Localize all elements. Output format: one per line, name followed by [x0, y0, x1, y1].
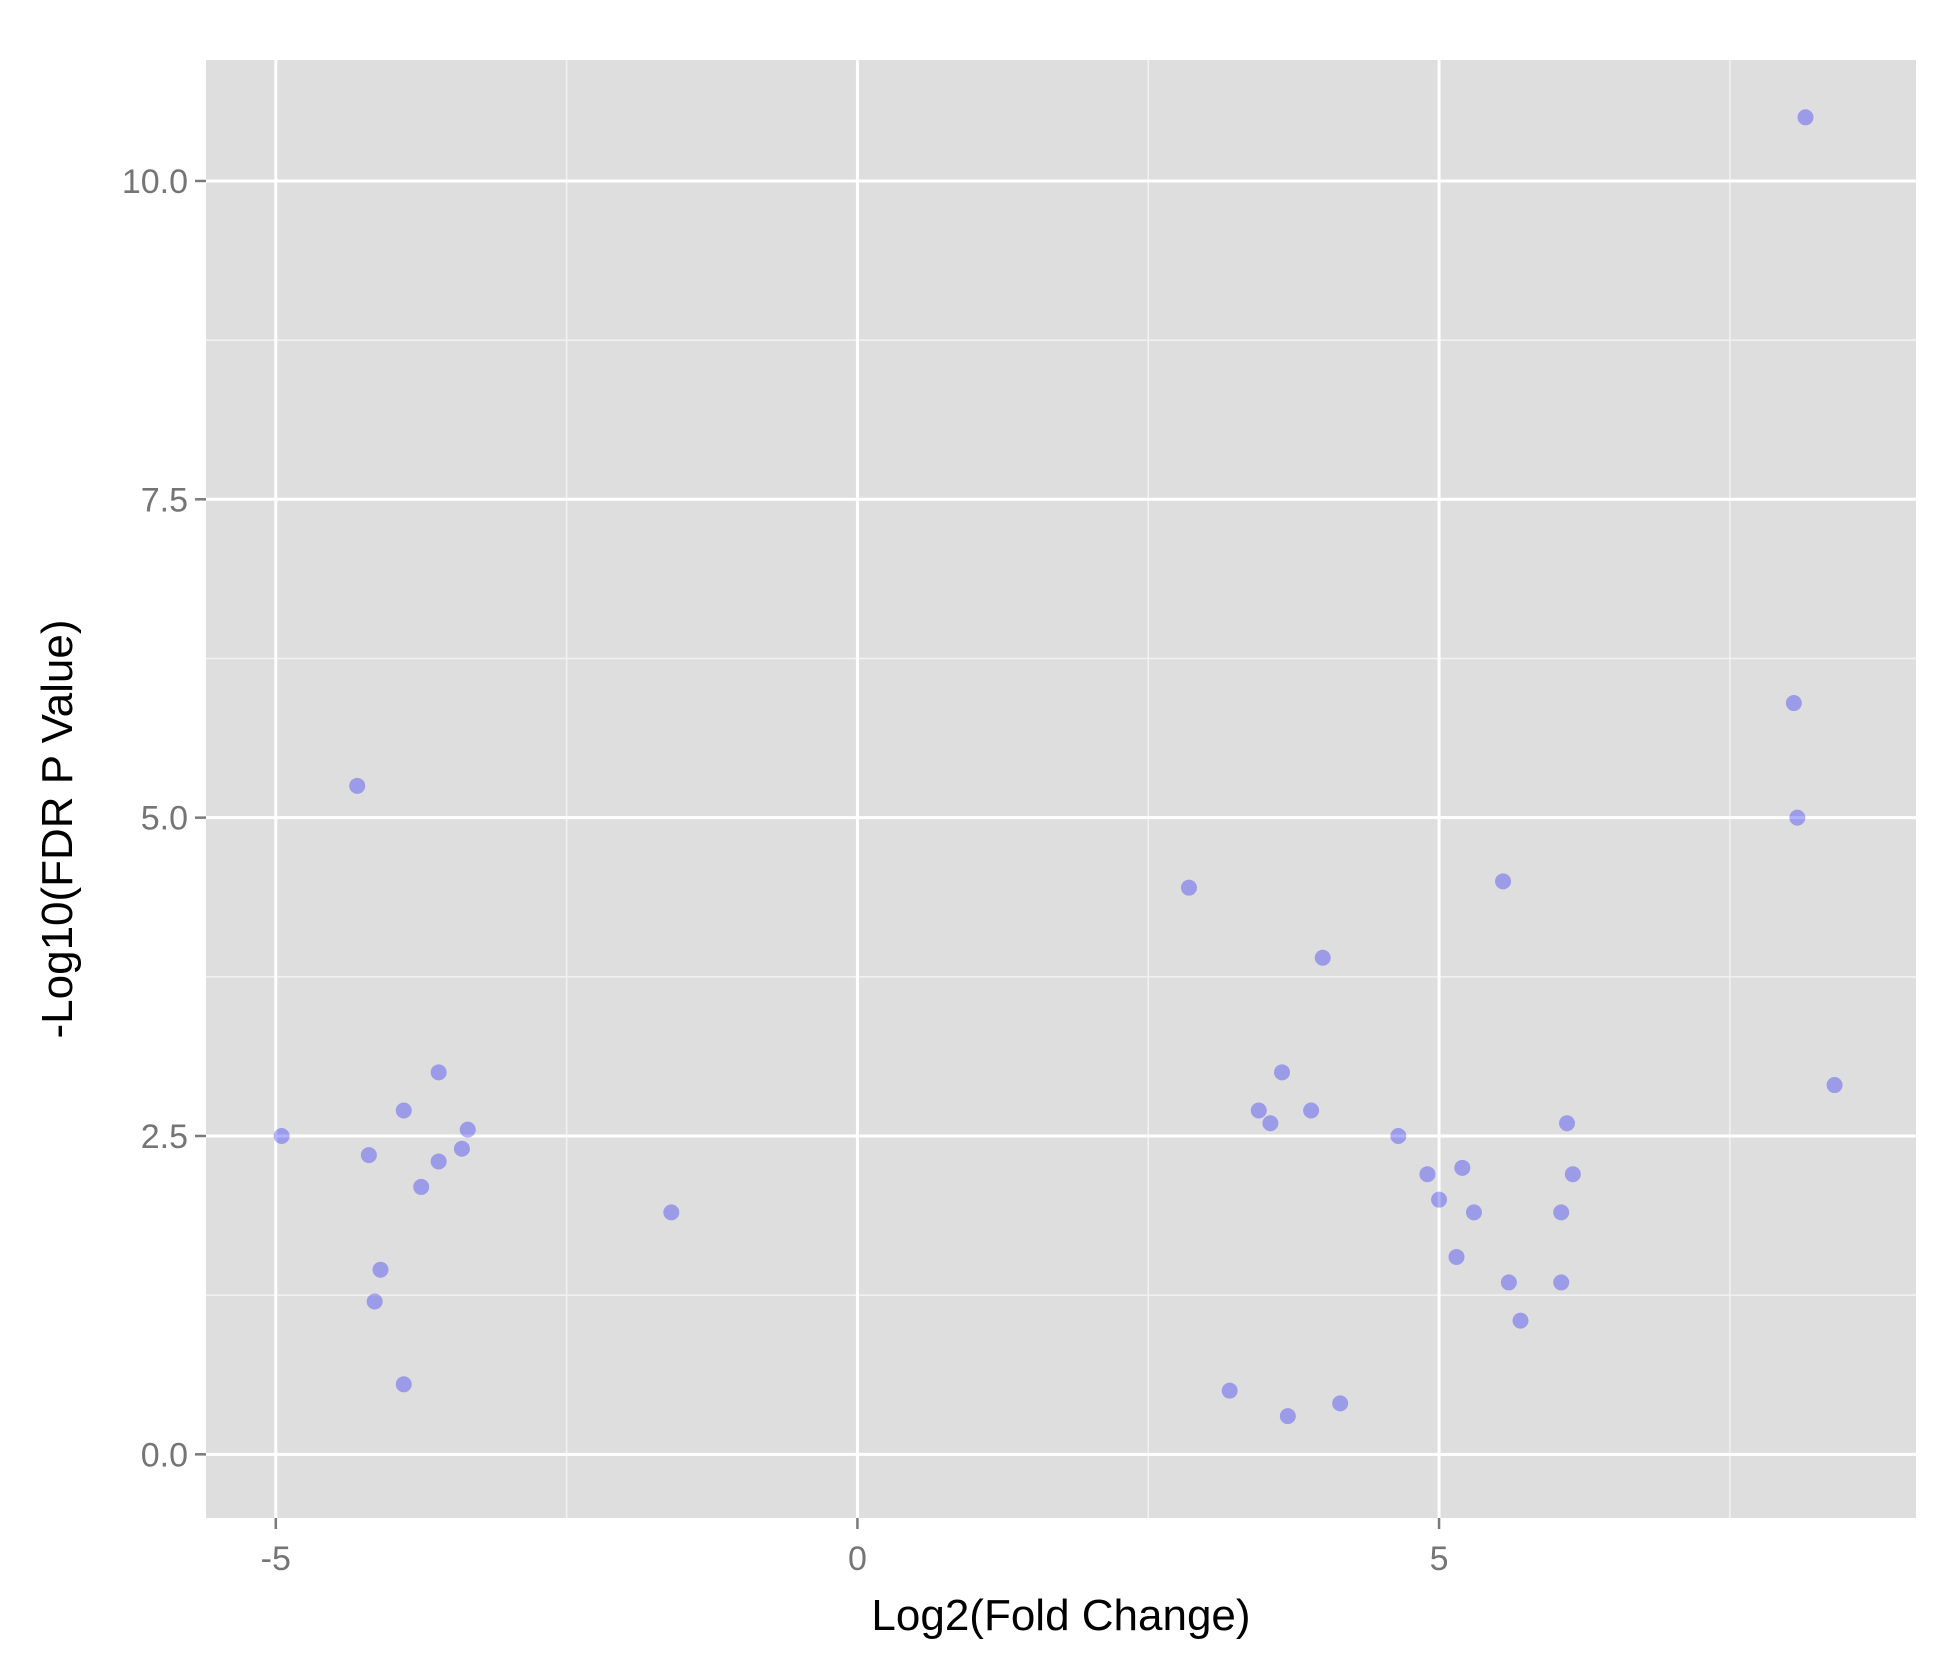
data-point	[1274, 1064, 1291, 1081]
data-point	[1390, 1127, 1407, 1144]
data-point	[1785, 695, 1802, 712]
data-point	[1500, 1274, 1517, 1291]
x-axis-ticks: -5 0 5	[261, 1518, 1449, 1578]
data-point	[1419, 1166, 1436, 1183]
major-gridlines	[206, 60, 1916, 1518]
data-point	[366, 1293, 383, 1310]
data-point	[1180, 879, 1197, 896]
data-point	[663, 1204, 680, 1221]
data-point	[453, 1140, 470, 1157]
data-point	[1553, 1204, 1570, 1221]
data-point	[459, 1121, 476, 1138]
data-point	[1789, 809, 1806, 826]
plot-panel	[206, 60, 1916, 1518]
data-points	[273, 109, 1843, 1425]
data-point	[1495, 873, 1512, 890]
y-tick-label: 2.5	[141, 1118, 188, 1156]
data-point	[1512, 1312, 1529, 1329]
x-tick-label: -5	[261, 1540, 291, 1578]
x-tick-label: 5	[1430, 1540, 1449, 1578]
data-point	[1797, 109, 1814, 126]
data-point	[372, 1261, 389, 1278]
data-point	[1262, 1115, 1279, 1132]
data-point	[395, 1102, 412, 1119]
data-point	[1559, 1115, 1576, 1132]
y-tick-label: 5.0	[141, 800, 188, 838]
data-point	[1826, 1077, 1843, 1094]
data-point	[1448, 1248, 1465, 1265]
data-point	[1303, 1102, 1320, 1119]
y-axis-ticks: 0.0 2.5 5.0 7.5 10.0	[122, 163, 206, 1474]
data-point	[413, 1178, 430, 1195]
y-tick-label: 10.0	[122, 163, 188, 201]
data-point	[1279, 1408, 1296, 1425]
data-point	[430, 1153, 447, 1170]
data-point	[1431, 1191, 1448, 1208]
data-point	[360, 1147, 377, 1164]
data-point	[430, 1064, 447, 1081]
x-tick-label: 0	[848, 1540, 867, 1578]
minor-gridlines	[206, 60, 1916, 1518]
data-point	[349, 777, 366, 794]
y-tick-label: 0.0	[141, 1436, 188, 1474]
data-point	[273, 1127, 290, 1144]
data-point	[1250, 1102, 1267, 1119]
data-point	[1454, 1159, 1471, 1176]
y-axis-title: -Log10(FDR P Value)	[33, 619, 82, 1038]
y-tick-label: 7.5	[141, 481, 188, 519]
data-point	[1332, 1395, 1349, 1412]
data-point	[1564, 1166, 1581, 1183]
data-point	[1314, 949, 1331, 966]
x-axis-title: Log2(Fold Change)	[871, 1591, 1250, 1640]
data-point	[1553, 1274, 1570, 1291]
data-point	[395, 1376, 412, 1393]
data-point	[1221, 1382, 1238, 1399]
data-point	[1465, 1204, 1482, 1221]
